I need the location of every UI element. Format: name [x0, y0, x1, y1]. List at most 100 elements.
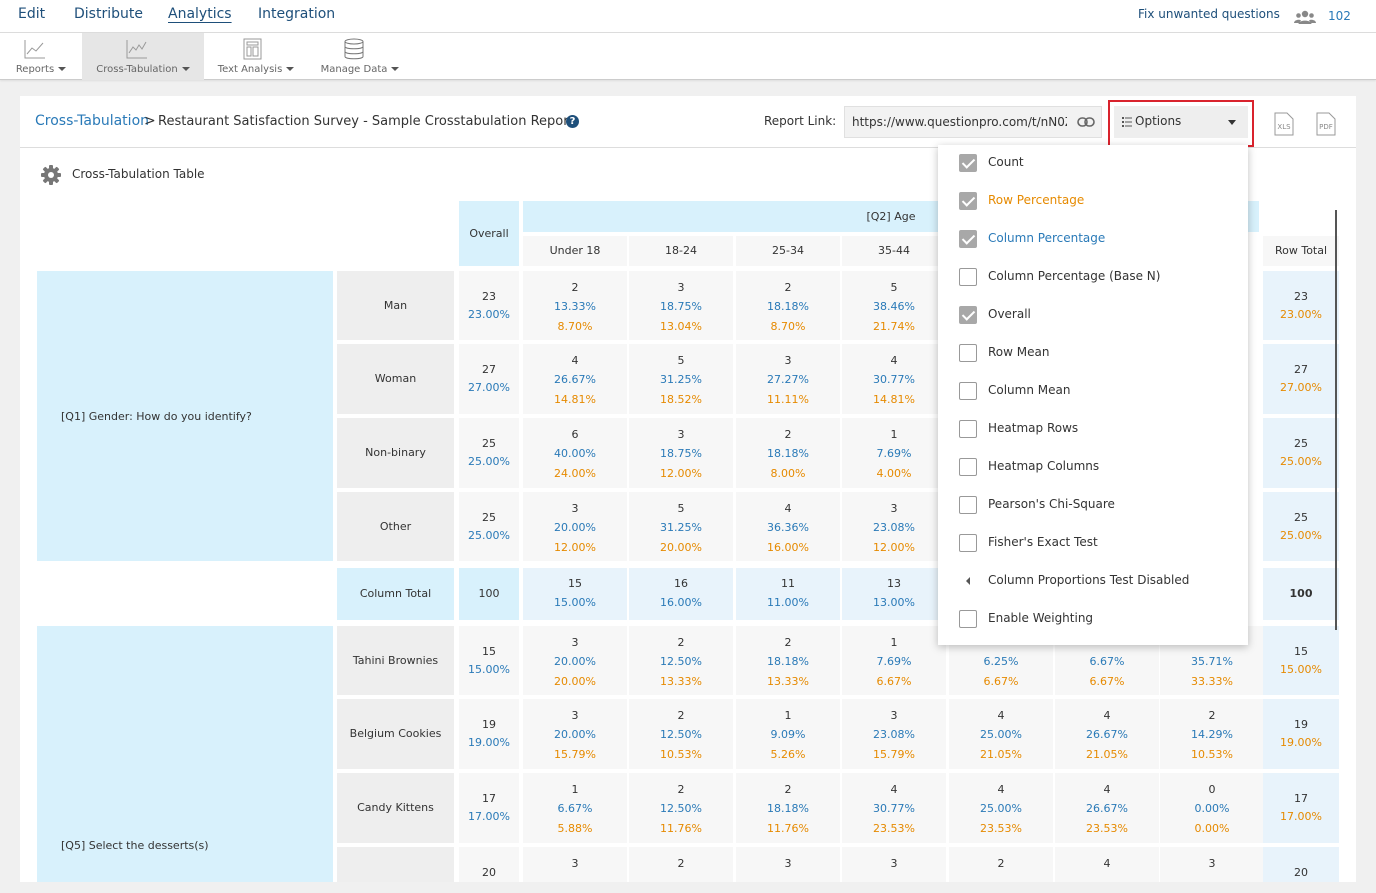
data-cell[interactable]: 3 23.08% 15.79%: [842, 699, 946, 769]
data-cell[interactable]: 3: [736, 847, 840, 882]
overall-cell[interactable]: 25 25.00%: [459, 492, 519, 561]
answer-row-label[interactable]: Non-binary: [337, 418, 454, 488]
row-total-cell[interactable]: 20: [1263, 847, 1339, 882]
data-cell[interactable]: 3 23.08% 12.00%: [842, 492, 946, 561]
nav-distribute[interactable]: Distribute: [74, 6, 143, 22]
data-cell[interactable]: 2 12.50% 10.53%: [629, 699, 733, 769]
data-cell[interactable]: 3: [842, 847, 946, 882]
row-total-header[interactable]: Row Total: [1263, 236, 1339, 266]
data-cell[interactable]: 2 13.33% 8.70%: [523, 271, 627, 340]
age-column-header[interactable]: 35-44: [842, 236, 946, 266]
data-cell[interactable]: 4 30.77% 23.53%: [842, 773, 946, 843]
age-column-header[interactable]: 25-34: [736, 236, 840, 266]
data-cell[interactable]: 4 25.00% 23.53%: [949, 773, 1053, 843]
data-cell[interactable]: 2: [949, 847, 1053, 882]
manage-data-menu[interactable]: Manage Data: [308, 33, 412, 80]
data-cell[interactable]: 5 31.25% 20.00%: [629, 492, 733, 561]
data-cell[interactable]: 3: [523, 847, 627, 882]
column-total-overall[interactable]: 100: [459, 568, 519, 620]
option-item[interactable]: Column Proportions Test Disabled: [938, 563, 1248, 601]
breadcrumb-crosstab-link[interactable]: Cross-Tabulation: [35, 113, 150, 129]
option-checkbox[interactable]: [959, 458, 977, 476]
text-analysis-menu[interactable]: Text Analysis: [204, 33, 308, 80]
report-link-url[interactable]: https://www.questionpro.com/t/nN0ZR: [852, 115, 1067, 129]
row-total-cell[interactable]: 19 19.00%: [1263, 699, 1339, 769]
data-cell[interactable]: 1 7.69% 6.67%: [842, 626, 946, 695]
data-cell[interactable]: 4: [1055, 847, 1159, 882]
link-icon[interactable]: [1077, 115, 1095, 129]
option-item[interactable]: Enable Weighting: [938, 601, 1248, 639]
cross-tabulation-menu[interactable]: Cross-Tabulation: [82, 33, 204, 80]
xls-export-icon[interactable]: XLS: [1274, 112, 1294, 136]
data-cell[interactable]: 2 12.50% 13.33%: [629, 626, 733, 695]
answer-row-label[interactable]: Other: [337, 492, 454, 561]
column-total-cell[interactable]: 11 11.00%: [736, 568, 840, 620]
option-item[interactable]: Pearson's Chi-Square: [938, 487, 1248, 525]
options-button[interactable]: Options: [1114, 106, 1248, 138]
data-cell[interactable]: 3 18.75% 13.04%: [629, 271, 733, 340]
answer-row-label[interactable]: Woman: [337, 344, 454, 414]
data-cell[interactable]: 2 18.18% 8.70%: [736, 271, 840, 340]
nav-analytics[interactable]: Analytics: [168, 6, 232, 22]
option-checkbox[interactable]: [959, 420, 977, 438]
answer-row-label[interactable]: [337, 847, 454, 882]
data-cell[interactable]: 3 18.75% 12.00%: [629, 418, 733, 488]
data-cell[interactable]: 2 18.18% 8.00%: [736, 418, 840, 488]
data-cell[interactable]: 1 9.09% 5.26%: [736, 699, 840, 769]
overall-cell[interactable]: 15 15.00%: [459, 626, 519, 695]
option-checkbox[interactable]: [959, 382, 977, 400]
data-cell[interactable]: 2: [629, 847, 733, 882]
option-checkbox[interactable]: [959, 610, 977, 628]
option-checkbox[interactable]: [959, 154, 977, 172]
data-cell[interactable]: 2 12.50% 11.76%: [629, 773, 733, 843]
overall-header[interactable]: Overall: [459, 201, 519, 266]
data-cell[interactable]: 3 20.00% 12.00%: [523, 492, 627, 561]
report-link-field[interactable]: https://www.questionpro.com/t/nN0ZR: [844, 106, 1102, 138]
row-total-cell[interactable]: 25 25.00%: [1263, 492, 1339, 561]
answer-row-label[interactable]: Tahini Brownies: [337, 626, 454, 695]
overall-cell[interactable]: 27 27.00%: [459, 344, 519, 414]
option-checkbox[interactable]: [959, 306, 977, 324]
row-total-cell[interactable]: 25 25.00%: [1263, 418, 1339, 488]
data-cell[interactable]: 3 20.00% 20.00%: [523, 626, 627, 695]
pdf-export-icon[interactable]: PDF: [1316, 112, 1336, 136]
overall-cell[interactable]: 23 23.00%: [459, 271, 519, 340]
data-cell[interactable]: 3 20.00% 15.79%: [523, 699, 627, 769]
data-cell[interactable]: 4 26.67% 14.81%: [523, 344, 627, 414]
answer-row-label[interactable]: Candy Kittens: [337, 773, 454, 843]
data-cell[interactable]: 4 26.67% 21.05%: [1055, 699, 1159, 769]
data-cell[interactable]: 2 18.18% 13.33%: [736, 626, 840, 695]
row-total-cell[interactable]: 15 15.00%: [1263, 626, 1339, 695]
data-cell[interactable]: 4 26.67% 23.53%: [1055, 773, 1159, 843]
option-item[interactable]: Row Mean: [938, 335, 1248, 373]
data-cell[interactable]: 2 14.29% 10.53%: [1160, 699, 1264, 769]
option-checkbox[interactable]: [959, 192, 977, 210]
data-cell[interactable]: 5 31.25% 18.52%: [629, 344, 733, 414]
fix-unwanted-questions-link[interactable]: Fix unwanted questions: [1138, 7, 1280, 21]
user-count[interactable]: 102: [1328, 9, 1351, 23]
answer-row-label[interactable]: Man: [337, 271, 454, 340]
option-checkbox[interactable]: [959, 230, 977, 248]
overall-cell[interactable]: 19 19.00%: [459, 699, 519, 769]
column-total-cell[interactable]: 13 13.00%: [842, 568, 946, 620]
column-total-label[interactable]: Column Total: [337, 568, 454, 620]
option-item[interactable]: Row Percentage: [938, 183, 1248, 221]
nav-integration[interactable]: Integration: [258, 6, 336, 22]
data-cell[interactable]: 5 38.46% 21.74%: [842, 271, 946, 340]
overall-cell[interactable]: 20: [459, 847, 519, 882]
data-cell[interactable]: 6 40.00% 24.00%: [523, 418, 627, 488]
table-scrollbar[interactable]: [1335, 210, 1337, 630]
data-cell[interactable]: 4 30.77% 14.81%: [842, 344, 946, 414]
age-column-header[interactable]: Under 18: [523, 236, 627, 266]
row-total-cell[interactable]: 17 17.00%: [1263, 773, 1339, 843]
answer-row-label[interactable]: Belgium Cookies: [337, 699, 454, 769]
option-item[interactable]: Column Percentage: [938, 221, 1248, 259]
option-item[interactable]: Column Mean: [938, 373, 1248, 411]
data-cell[interactable]: 4 25.00% 21.05%: [949, 699, 1053, 769]
help-icon[interactable]: ?: [566, 115, 579, 128]
option-item[interactable]: Count: [938, 145, 1248, 183]
grand-total-cell[interactable]: 100: [1263, 568, 1339, 620]
data-cell[interactable]: 1 7.69% 4.00%: [842, 418, 946, 488]
column-total-cell[interactable]: 15 15.00%: [523, 568, 627, 620]
row-total-cell[interactable]: 23 23.00%: [1263, 271, 1339, 340]
